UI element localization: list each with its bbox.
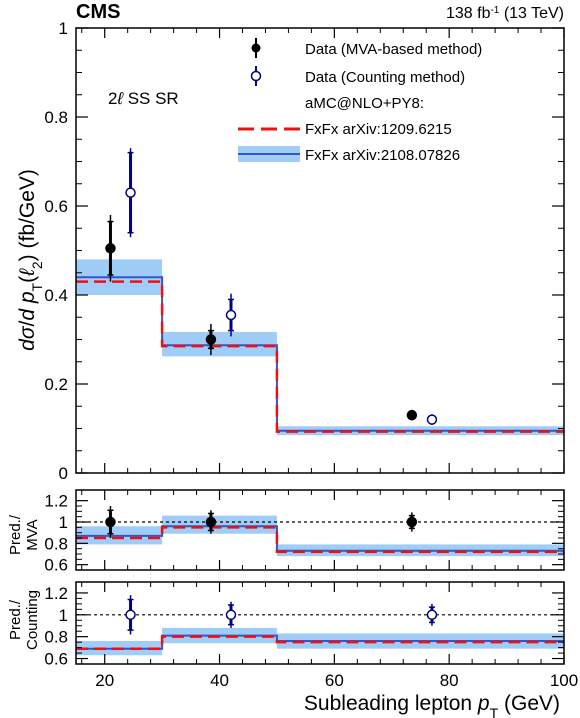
axes-frame bbox=[75, 489, 565, 571]
legend-label-counting: Data (Counting method) bbox=[305, 69, 465, 86]
data-point-mva bbox=[105, 214, 116, 282]
y-tick-label: 0.8 bbox=[44, 108, 68, 127]
marker bbox=[426, 609, 438, 621]
marker bbox=[125, 187, 136, 198]
marker bbox=[105, 516, 116, 528]
legend-marker-fxfx-2021 bbox=[238, 146, 300, 162]
legend-marker-mva bbox=[251, 38, 261, 58]
data-point-counting bbox=[125, 595, 136, 635]
x-tick-label: 20 bbox=[95, 671, 114, 690]
y-tick-label: 0.6 bbox=[44, 197, 68, 216]
x-tick-label: 60 bbox=[325, 671, 344, 690]
legend-marker-counting bbox=[250, 66, 262, 86]
marker bbox=[205, 334, 217, 345]
series-line-fxfx-2012 bbox=[76, 280, 564, 433]
data-point-counting bbox=[225, 601, 237, 628]
legend-label-fxfx-2021: FxFx arXiv:2108.07826 bbox=[305, 147, 460, 164]
y-tick-label: 1 bbox=[59, 513, 68, 532]
y-tick-label: 0.8 bbox=[44, 534, 68, 553]
uncertainty-band bbox=[162, 331, 277, 357]
series-line-fxfx-2021 bbox=[76, 276, 564, 432]
ratio2-ylabel: Pred./Counting bbox=[7, 590, 41, 650]
series-line-fxfx-2012 bbox=[76, 635, 564, 650]
uncertainty-band bbox=[162, 515, 277, 534]
legend: Data (MVA-based method) Data (Counting m… bbox=[238, 38, 482, 164]
experiment-label: CMS bbox=[76, 1, 120, 23]
data-point-mva bbox=[406, 512, 418, 532]
data-point-mva bbox=[406, 409, 418, 421]
series-line-fxfx-2012 bbox=[76, 526, 564, 554]
marker bbox=[105, 243, 116, 254]
data-point-counting bbox=[426, 603, 438, 626]
y-tick-label: 0.6 bbox=[44, 556, 68, 575]
panel-ratio-counting: 0.6 0.8 1 1.2 20 40 60 80 100 bbox=[44, 581, 578, 690]
marker bbox=[426, 414, 438, 425]
panel-ratio-mva: 0.6 0.8 1 1.2 bbox=[44, 489, 565, 575]
lumi-label: 138 fb-1 (13 TeV) bbox=[446, 5, 564, 23]
panel-main: 0 0.2 0.4 0.6 0.8 1 bbox=[44, 19, 565, 483]
data-point-counting bbox=[426, 414, 438, 425]
x-tick-label: 100 bbox=[550, 671, 578, 690]
y-tick-label: 0.4 bbox=[44, 286, 68, 305]
marker bbox=[205, 516, 217, 528]
legend-label-mva: Data (MVA-based method) bbox=[305, 41, 482, 58]
data-point-counting bbox=[125, 148, 136, 238]
x-tick-label: 80 bbox=[440, 671, 459, 690]
y-tick-label: 0 bbox=[59, 464, 68, 483]
marker bbox=[406, 409, 418, 421]
data-point-mva bbox=[205, 323, 217, 356]
data-point-counting bbox=[225, 293, 237, 337]
legend-header: aMC@NLO+PY8: bbox=[305, 95, 424, 112]
x-axis-title: Subleading lepton pT (GeV) bbox=[304, 692, 560, 718]
y-tick-label: 0.8 bbox=[44, 628, 68, 647]
main-ylabel: dσ/d pT(ℓ2) (fb/GeV) bbox=[16, 169, 45, 351]
ratio1-ylabel: Pred./MVA bbox=[7, 514, 41, 555]
y-tick-label: 1 bbox=[59, 19, 68, 38]
marker bbox=[406, 516, 418, 528]
data-point-mva bbox=[105, 506, 116, 538]
region-label: 2ℓ SS SR bbox=[108, 89, 179, 108]
y-tick-label: 0.2 bbox=[44, 375, 68, 394]
y-tick-label: 1.2 bbox=[44, 492, 68, 511]
marker bbox=[125, 609, 136, 621]
axes-frame bbox=[75, 581, 565, 665]
marker bbox=[225, 309, 237, 321]
x-tick-label: 40 bbox=[210, 671, 229, 690]
legend-label-fxfx-2012: FxFx arXiv:1209.6215 bbox=[305, 121, 452, 138]
y-tick-label: 1 bbox=[59, 606, 68, 625]
data-point-mva bbox=[205, 510, 217, 534]
plot-layer: 0 0.2 0.4 0.6 0.8 1 0.6 0.8 1 1.2 0.6 0.8 1 1.2 20 40 60… bbox=[44, 19, 578, 690]
y-tick-label: 0.6 bbox=[44, 650, 68, 669]
marker bbox=[225, 609, 237, 621]
y-tick-label: 1.2 bbox=[44, 584, 68, 603]
